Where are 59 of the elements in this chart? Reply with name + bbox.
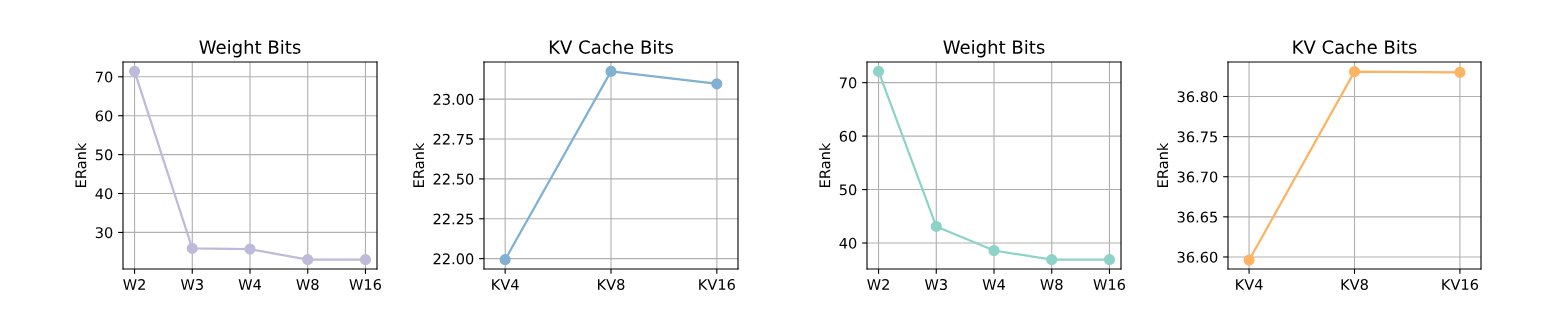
y-tick-label: 36.60 bbox=[1177, 251, 1218, 263]
point bbox=[872, 65, 885, 77]
y-tick-label: 40 bbox=[839, 237, 857, 249]
x-tick-label: W4 bbox=[982, 279, 1006, 290]
x-tick-label: W2 bbox=[123, 278, 145, 290]
point bbox=[711, 78, 723, 90]
y-axis-title: ERank bbox=[75, 142, 87, 187]
x-tick-label: W16 bbox=[1093, 278, 1126, 291]
y-tick-label: 23.00 bbox=[433, 93, 474, 105]
point bbox=[128, 65, 141, 77]
point bbox=[605, 65, 617, 77]
x-tick-label: W2 bbox=[867, 278, 889, 290]
y-tick-label: 36.75 bbox=[1177, 131, 1217, 143]
y-tick-label: 22.25 bbox=[433, 213, 473, 225]
point bbox=[1243, 254, 1255, 266]
y-axis-title: ERank bbox=[412, 142, 425, 187]
chart-title: Weight Bits bbox=[943, 39, 1045, 58]
x-tick-label: KV4 bbox=[492, 279, 519, 290]
y-tick-label: 30 bbox=[95, 227, 113, 239]
y-tick-label: 70 bbox=[839, 77, 857, 89]
point bbox=[359, 254, 372, 266]
x-tick-label: KV8 bbox=[1341, 278, 1368, 291]
point bbox=[186, 242, 198, 254]
point bbox=[1103, 254, 1116, 266]
chart-title: KV Cache Bits bbox=[1293, 39, 1417, 54]
y-tick-label: 40 bbox=[95, 188, 113, 200]
point bbox=[1454, 66, 1466, 78]
x-tick-label: W3 bbox=[180, 278, 203, 291]
point bbox=[988, 244, 1000, 257]
y-tick-label: 22.50 bbox=[433, 173, 474, 185]
y-axis-title: ERank bbox=[819, 142, 831, 187]
y-axis-title: ERank bbox=[1156, 142, 1169, 187]
y-tick-label: 22.75 bbox=[433, 133, 473, 145]
x-tick-label: KV4 bbox=[1236, 279, 1263, 290]
y-tick-label: 60 bbox=[839, 130, 857, 142]
x-tick-label: W16 bbox=[349, 278, 382, 291]
y-tick-label: 50 bbox=[95, 149, 113, 161]
point bbox=[499, 254, 511, 266]
x-tick-label: KV16 bbox=[1442, 278, 1479, 291]
x-tick-label: W8 bbox=[296, 278, 319, 291]
y-tick-label: 22.00 bbox=[433, 253, 474, 265]
point bbox=[244, 243, 256, 255]
point bbox=[1348, 66, 1361, 78]
y-tick-label: 36.80 bbox=[1177, 91, 1218, 103]
y-tick-label: 60 bbox=[95, 110, 113, 122]
x-tick-label: W4 bbox=[238, 279, 262, 290]
point bbox=[930, 220, 942, 233]
x-tick-label: W8 bbox=[1040, 278, 1063, 291]
chart-title: Weight Bits bbox=[199, 39, 301, 58]
point bbox=[1046, 254, 1058, 266]
chart-title: KV Cache Bits bbox=[549, 39, 673, 54]
y-tick-label: 50 bbox=[839, 184, 857, 196]
x-tick-label: KV8 bbox=[598, 278, 625, 291]
y-tick-label: 70 bbox=[95, 71, 113, 83]
point bbox=[302, 254, 314, 266]
y-tick-label: 36.70 bbox=[1177, 171, 1218, 183]
y-tick-label: 36.65 bbox=[1177, 211, 1217, 223]
x-tick-label: W3 bbox=[924, 278, 947, 291]
x-tick-label: KV16 bbox=[699, 278, 735, 291]
